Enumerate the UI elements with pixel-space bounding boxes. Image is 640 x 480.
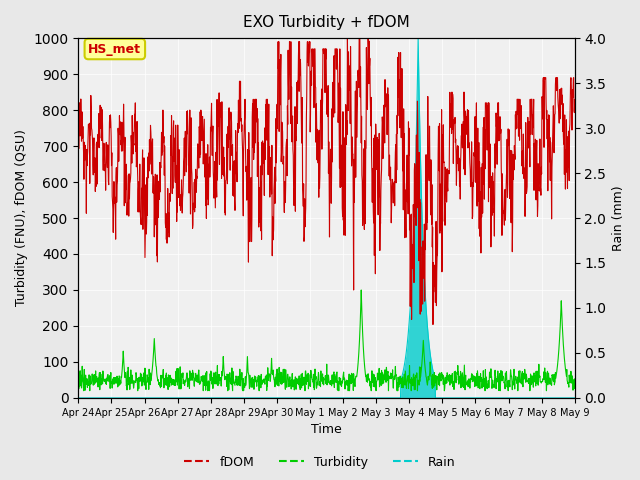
Text: HS_met: HS_met xyxy=(88,43,141,56)
Y-axis label: Turbidity (FNU), fDOM (QSU): Turbidity (FNU), fDOM (QSU) xyxy=(15,130,28,306)
X-axis label: Time: Time xyxy=(311,423,342,436)
Title: EXO Turbidity + fDOM: EXO Turbidity + fDOM xyxy=(243,15,410,30)
Y-axis label: Rain (mm): Rain (mm) xyxy=(612,185,625,251)
Legend: fDOM, Turbidity, Rain: fDOM, Turbidity, Rain xyxy=(179,451,461,474)
